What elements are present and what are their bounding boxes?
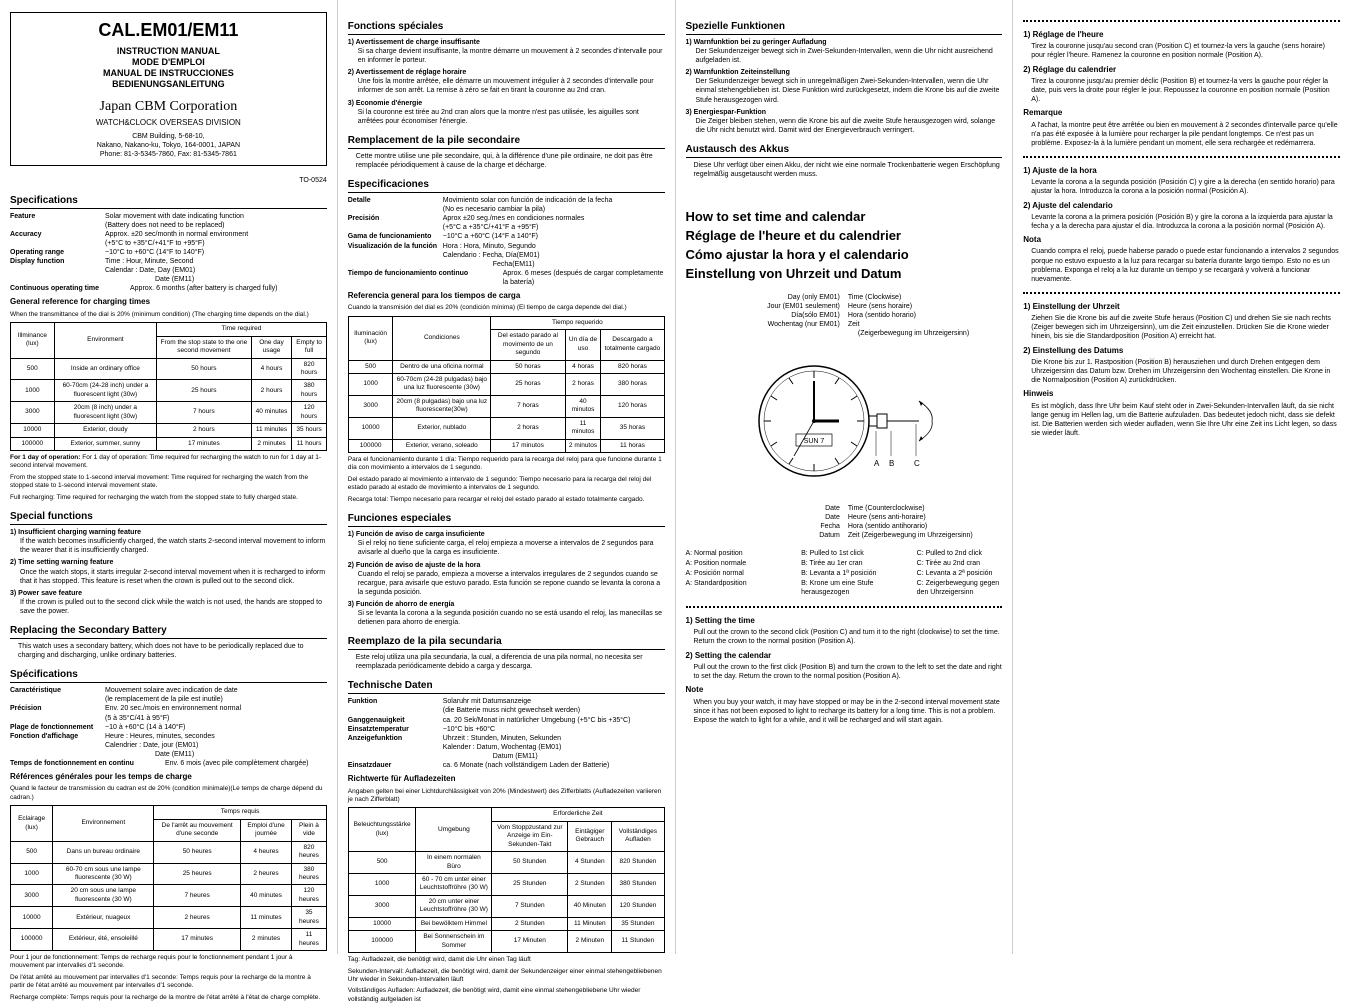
de-set-cal: 2) Einstellung des Datums xyxy=(1023,346,1340,356)
column-1: CAL.EM01/EM11 INSTRUCTION MANUAL MODE D'… xyxy=(0,0,337,954)
date-labels: Date Date Fecha Datum xyxy=(686,504,840,540)
table-row: 100000Exterior, verano, soleado17 minuto… xyxy=(348,439,664,452)
es-fe-heading: Funciones especiales xyxy=(348,512,665,527)
de-table-body: 500In einem normalen Büro50 Stunden4 Stu… xyxy=(348,852,664,953)
fr-fs-heading: Fonctions spéciales xyxy=(348,20,665,35)
de-ref-heading: Richtwerte für Aufladezeiten xyxy=(348,774,665,784)
es-spec-heading: Especificaciones xyxy=(348,178,665,193)
es-set-time: 1) Ajuste de la hora xyxy=(1023,166,1340,176)
howto-de: Einstellung von Uhrzeit und Datum xyxy=(686,266,1003,283)
de-charging-table: Beleuchtungsstärke (lux)UmgebungErforder… xyxy=(348,807,665,953)
fr-set-time: 1) Réglage de l'heure xyxy=(1023,30,1340,40)
column-4: 1) Réglage de l'heure Tirez la couronne … xyxy=(1012,0,1350,954)
address: CBM Building, 5-68-10, Nakano, Nakano-ku… xyxy=(17,132,320,159)
table-row: 500Inside an ordinary office50 hours4 ho… xyxy=(11,358,327,380)
es-rps-heading: Reemplazo de la pila secundaria xyxy=(348,635,665,650)
table-row: 100000Exterior, summer, sunny17 minutes2… xyxy=(11,437,327,450)
table-row: 500Dans un bureau ordinaire50 heures4 he… xyxy=(11,841,327,863)
de-aa-heading: Austausch des Akkus xyxy=(686,143,1003,158)
watch-diagram: SUN 7 A B C xyxy=(686,346,1003,496)
svg-text:SUN 7: SUN 7 xyxy=(804,438,825,445)
de-sf-heading: Spezielle Funktionen xyxy=(686,20,1003,35)
time-ccw-labels: Time (Counterclockwise) Heure (sens anti… xyxy=(848,504,1002,540)
title-block: CAL.EM01/EM11 INSTRUCTION MANUAL MODE D'… xyxy=(10,12,327,166)
table-row: 300020 cm unter einer Leuchtstoffröhre (… xyxy=(348,895,664,917)
table-row: 100000Extérieur, été, ensoleillé17 minut… xyxy=(11,929,327,951)
table-row: 100060-70cm (24-28 inch) under a fluores… xyxy=(11,380,327,402)
en-rsb-heading: Replacing the Secondary Battery xyxy=(10,624,327,639)
table-row: 100060 - 70 cm unter einer Leuchtstoffrö… xyxy=(348,874,664,896)
table-row: 100060-70cm (24-28 pulgadas) bajo una lu… xyxy=(348,373,664,395)
table-row: 10000Exterior, cloudy2 hours11 minutes35… xyxy=(11,424,327,437)
fr-charging-table: Eclairage (lux)EnvironnementTemps requis… xyxy=(10,805,327,951)
en-table-body: 500Inside an ordinary office50 hours4 ho… xyxy=(11,358,327,451)
fr-ref-heading: Références générales pour les temps de c… xyxy=(10,772,327,782)
manual-titles: INSTRUCTION MANUAL MODE D'EMPLOI MANUAL … xyxy=(17,46,320,89)
en-set-cal: 2) Setting the calendar xyxy=(686,651,1003,661)
es-nota: Nota xyxy=(1023,235,1340,245)
column-2: Fonctions spéciales 1) Avertissement de … xyxy=(337,0,675,954)
es-charging-table: Iluminación (lux)CondicionesTiempo reque… xyxy=(348,316,665,453)
table-row: 300020cm (8 pulgadas) bajo una luz fluor… xyxy=(348,395,664,417)
fr-table-body: 500Dans un bureau ordinaire50 heures4 he… xyxy=(11,841,327,950)
table-row: 300020 cm sous une lampe fluorescente (3… xyxy=(11,885,327,907)
en-sf-heading: Special functions xyxy=(10,510,327,525)
fr-set-cal: 2) Réglage du calendrier xyxy=(1023,65,1340,75)
svg-text:C: C xyxy=(914,459,920,468)
company-name: Japan CBM Corporation xyxy=(17,98,320,116)
table-row: 10000Extérieur, nuageux2 heures11 minute… xyxy=(11,907,327,929)
column-3: Spezielle Funktionen 1) Warnfunktion bei… xyxy=(675,0,1013,954)
time-cw-labels: Time (Clockwise) Heure (sens horaire) Ho… xyxy=(848,293,1002,338)
en-set-time: 1) Setting the time xyxy=(686,616,1003,626)
table-row: 500In einem normalen Büro50 Stunden4 Stu… xyxy=(348,852,664,874)
svg-text:A: A xyxy=(874,459,880,468)
fr-remarque: Remarque xyxy=(1023,108,1340,118)
table-row: 100000Bei Sonnenschein im Sommer17 Minut… xyxy=(348,931,664,953)
es-set-cal: 2) Ajuste del calendario xyxy=(1023,201,1340,211)
de-set-time: 1) Einstellung der Uhrzeit xyxy=(1023,302,1340,312)
table-row: 300020cm (8 inch) under a fluorescent li… xyxy=(11,402,327,424)
table-row: 500Dentro de una oficina normal50 horas4… xyxy=(348,360,664,373)
en-ref-heading: General reference for charging times xyxy=(10,297,327,307)
position-legend: A: Normal position A: Position normale A… xyxy=(686,549,1003,598)
es-table-body: 500Dentro de una oficina normal50 horas4… xyxy=(348,360,664,453)
en-spec-heading: Specifications xyxy=(10,194,327,209)
howto-en: How to set time and calendar xyxy=(686,209,1003,226)
en-charging-table: Illminance (lux)EnvironmentTime required… xyxy=(10,322,327,451)
de-hinweis: Hinweis xyxy=(1023,389,1340,399)
fr-spec-heading: Spécifications xyxy=(10,668,327,683)
document-page: CAL.EM01/EM11 INSTRUCTION MANUAL MODE D'… xyxy=(0,0,1350,954)
svg-text:B: B xyxy=(889,459,894,468)
en-note: Note xyxy=(686,685,1003,695)
fr-rps-heading: Remplacement de la pile secondaire xyxy=(348,134,665,149)
model-number: CAL.EM01/EM11 xyxy=(17,19,320,42)
howto-fr: Réglage de l'heure et du calendrier xyxy=(686,228,1003,245)
es-ref-heading: Referencia general para los tiempos de c… xyxy=(348,291,665,301)
de-spec-heading: Technische Daten xyxy=(348,679,665,694)
howto-es: Cómo ajustar la hora y el calendario xyxy=(686,247,1003,264)
doc-code: TO-0524 xyxy=(10,176,327,185)
table-row: 10000Bei bewölktem Himmel2 Stunden11 Min… xyxy=(348,917,664,930)
table-row: 10000Exterior, nublado2 horas11 minutos3… xyxy=(348,417,664,439)
division: WATCH&CLOCK OVERSEAS DIVISION xyxy=(17,118,320,128)
day-labels: Day (only EM01) Jour (EM01 seulement) Dí… xyxy=(686,293,840,338)
table-row: 100060-70 cm sous une lampe fluorescente… xyxy=(11,863,327,885)
